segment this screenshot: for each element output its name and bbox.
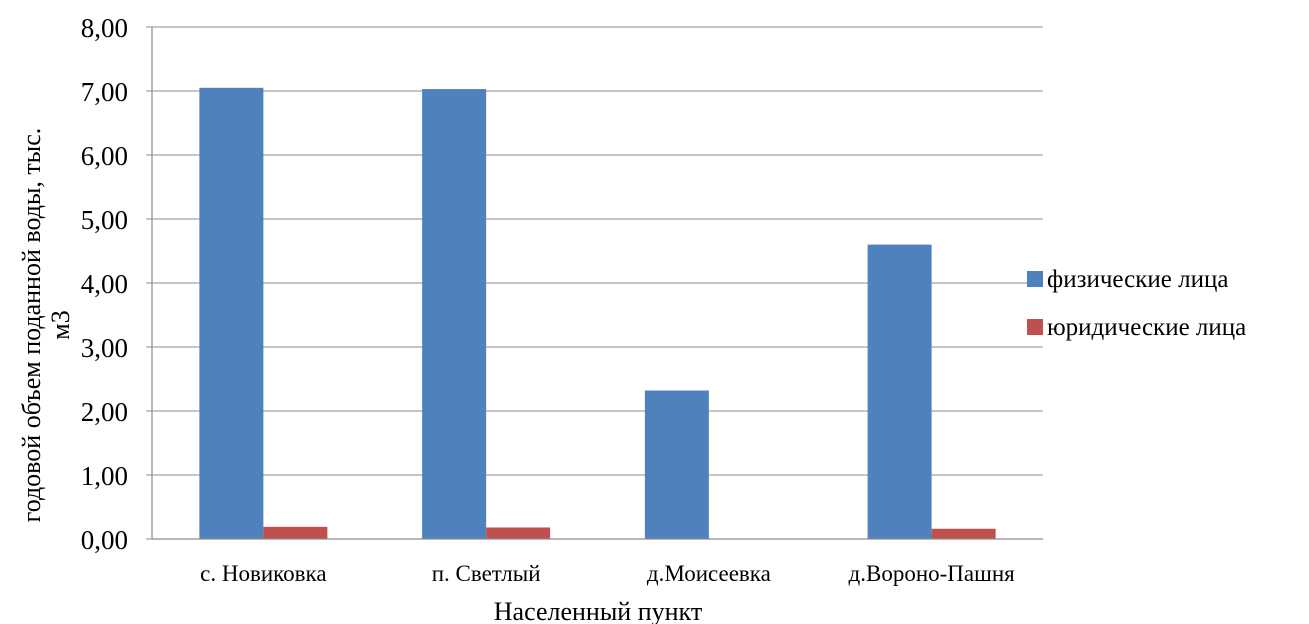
bars <box>199 87 996 540</box>
y-tick-label: 3,00 <box>81 333 128 363</box>
y-axis-title-line-1: годовой объем поданной воды, тыс. <box>17 128 46 523</box>
y-tick-label: 7,00 <box>81 77 128 107</box>
y-tick-labels: 0,00 1,00 2,00 3,00 4,00 5,00 6,00 7,00 8,00 <box>81 13 128 555</box>
y-tick-label: 2,00 <box>81 397 128 427</box>
legend-label-physical: физические лица <box>1047 266 1228 293</box>
legend: физические лица юридические лица <box>1027 266 1246 341</box>
y-axis-title-group: годовой объем поданной воды, тыс. м3 <box>17 128 75 523</box>
legend-label-legal: юридические лица <box>1047 314 1246 341</box>
y-tick-label: 8,00 <box>81 13 128 43</box>
legend-swatch-physical <box>1027 271 1043 287</box>
x-category-label: п. Светлый <box>432 561 541 586</box>
y-tick-label: 5,00 <box>81 205 128 235</box>
y-axis-title-line-2: м3 <box>46 310 75 339</box>
x-category-label: д.Вороно-Пашня <box>849 561 1016 586</box>
y-tick-label: 4,00 <box>81 269 128 299</box>
bar-legal-0 <box>263 526 328 539</box>
bar-physical-1 <box>422 89 487 539</box>
y-tick-label: 6,00 <box>81 141 128 171</box>
bar-physical-2 <box>644 390 709 539</box>
bar-legal-1 <box>486 527 551 539</box>
axes <box>146 26 1043 540</box>
x-category-label: с. Новиковка <box>200 561 326 586</box>
bar-legal-3 <box>931 528 996 539</box>
y-tick-label: 1,00 <box>81 461 128 491</box>
y-tick-label: 0,00 <box>81 525 128 555</box>
x-axis-title: Населенный пункт <box>494 597 702 624</box>
x-category-label: д.Моисеевка <box>647 561 771 586</box>
bar-physical-0 <box>199 87 264 540</box>
x-category-labels: с. Новиковка п. Светлый д.Моисеевка д.Ворон… <box>200 561 1015 586</box>
legend-swatch-legal <box>1027 319 1043 335</box>
bar-physical-3 <box>867 244 932 539</box>
gridlines <box>152 26 1043 540</box>
